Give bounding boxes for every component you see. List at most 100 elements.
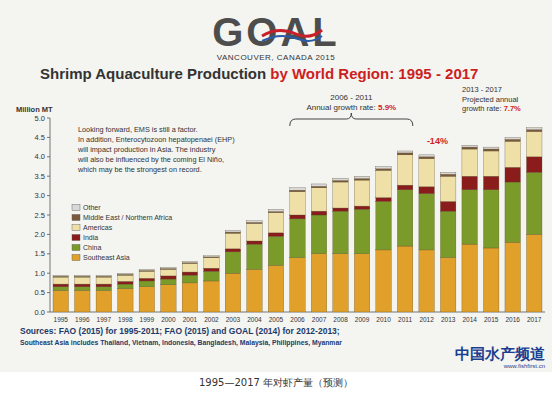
note-text: In addition, Enterocytozoon hepatopenaei… bbox=[78, 135, 235, 144]
bar-segment bbox=[53, 277, 68, 284]
title: Shrimp Aquaculture Production by World R… bbox=[40, 65, 478, 82]
x-tick-label: 1997 bbox=[97, 316, 112, 323]
bar-segment bbox=[161, 285, 176, 312]
bar-segment bbox=[161, 279, 176, 285]
bar-segment bbox=[376, 167, 391, 169]
title-part: Shrimp Aquaculture Production bbox=[40, 65, 270, 82]
logo-swoosh bbox=[262, 30, 322, 36]
bar-segment bbox=[290, 215, 305, 219]
bar-segment bbox=[311, 184, 326, 186]
bar-segment bbox=[268, 265, 283, 312]
y-tick-label: 2.0 bbox=[35, 230, 45, 239]
x-tick-label: 2006 bbox=[290, 316, 305, 323]
bar-segment bbox=[290, 258, 305, 312]
bar-segment bbox=[505, 139, 520, 141]
y-tick-label: 1.5 bbox=[35, 249, 45, 258]
bar-segment bbox=[462, 145, 477, 147]
bar-segment bbox=[139, 287, 154, 312]
y-tick bbox=[47, 137, 50, 138]
bar-segment bbox=[53, 284, 68, 287]
bar-segment bbox=[139, 271, 154, 278]
x-tick-label: 2015 bbox=[484, 316, 499, 323]
bar-segment bbox=[247, 221, 262, 223]
x-tick-label: 2004 bbox=[247, 316, 262, 323]
bar-segment bbox=[75, 284, 90, 287]
bar-segment bbox=[118, 274, 133, 276]
bar-segment bbox=[397, 246, 412, 312]
bar-segment bbox=[526, 157, 541, 173]
bar-segment bbox=[75, 275, 90, 276]
annotation-part: growth rate: bbox=[462, 104, 504, 113]
bar-segment bbox=[462, 176, 477, 190]
legend-label: India bbox=[83, 234, 98, 241]
y-tick-label: 3.0 bbox=[35, 191, 45, 200]
bar-segment bbox=[526, 130, 541, 132]
y-tick bbox=[47, 273, 50, 274]
bar-segment bbox=[376, 250, 391, 312]
y-tick bbox=[47, 195, 50, 196]
bar-segment bbox=[247, 244, 262, 269]
y-tick bbox=[47, 156, 50, 157]
bar-segment bbox=[462, 190, 477, 244]
bar-segment bbox=[354, 206, 369, 209]
bar-segment bbox=[247, 224, 262, 241]
bar-segment bbox=[483, 190, 498, 248]
bar-segment bbox=[483, 151, 498, 176]
bar-segment bbox=[462, 149, 477, 176]
bar-segment bbox=[440, 174, 455, 176]
bar-segment bbox=[182, 283, 197, 312]
bar-segment bbox=[225, 232, 240, 233]
bar-segment bbox=[333, 254, 348, 312]
annotation: 2013 - 2017 bbox=[462, 85, 502, 94]
y-tick bbox=[47, 118, 50, 119]
y-tick bbox=[47, 176, 50, 177]
x-tick-label: 1999 bbox=[140, 316, 155, 323]
bar-segment bbox=[333, 208, 348, 211]
bars bbox=[53, 128, 542, 312]
bar-segment bbox=[53, 276, 68, 278]
bar-segment bbox=[526, 172, 541, 234]
bar-segment bbox=[419, 155, 434, 157]
page: {"header": {"logo": "GOAL", "event": "VA… bbox=[0, 0, 552, 393]
bar-segment bbox=[75, 277, 90, 284]
bar-segment bbox=[397, 185, 412, 190]
y-axis bbox=[50, 118, 51, 312]
annotation-part: 5.9% bbox=[378, 103, 396, 112]
legend-swatch bbox=[72, 225, 80, 231]
annotation-part: Annual growth rate: bbox=[306, 103, 378, 112]
legend-label: Americas bbox=[83, 224, 113, 231]
x-tick-label: 2011 bbox=[398, 316, 412, 323]
annotation: growth rate: 7.7% bbox=[462, 104, 521, 113]
bar-segment bbox=[96, 275, 111, 276]
legend-label: Other bbox=[83, 204, 101, 211]
bar-segment bbox=[376, 198, 391, 202]
bar-segment bbox=[247, 222, 262, 223]
bar-segment bbox=[139, 281, 154, 287]
bar-segment bbox=[53, 275, 68, 276]
x-tick-label: 2002 bbox=[204, 316, 219, 323]
annotation: 2006 - 2011 bbox=[330, 93, 373, 102]
legend-swatch bbox=[72, 215, 80, 221]
sources: Sources: FAO (2015) for 1995-2011; FAO (… bbox=[20, 326, 340, 336]
annotation: -14% bbox=[427, 136, 448, 146]
bar-segment bbox=[204, 256, 219, 257]
bar-segment bbox=[118, 289, 133, 312]
bar-segment bbox=[268, 212, 283, 213]
bar-segment bbox=[526, 234, 541, 312]
bar-segment bbox=[376, 170, 391, 197]
bar-segment bbox=[311, 211, 326, 215]
bar-segment bbox=[505, 137, 520, 139]
y-tick-label: 1.0 bbox=[35, 269, 45, 278]
x-tick-label: 1996 bbox=[75, 316, 90, 323]
bar-segment bbox=[225, 231, 240, 233]
bar-segment bbox=[483, 147, 498, 149]
bar-segment bbox=[354, 179, 369, 181]
bar-segment bbox=[182, 264, 197, 273]
logo: GOAL bbox=[212, 10, 340, 54]
bar-segment bbox=[397, 151, 412, 153]
bar-segment bbox=[182, 262, 197, 263]
y-tick bbox=[47, 215, 50, 216]
bar-segment bbox=[204, 281, 219, 312]
bar-segment bbox=[354, 180, 369, 206]
x-tick-label: 2010 bbox=[376, 316, 391, 323]
